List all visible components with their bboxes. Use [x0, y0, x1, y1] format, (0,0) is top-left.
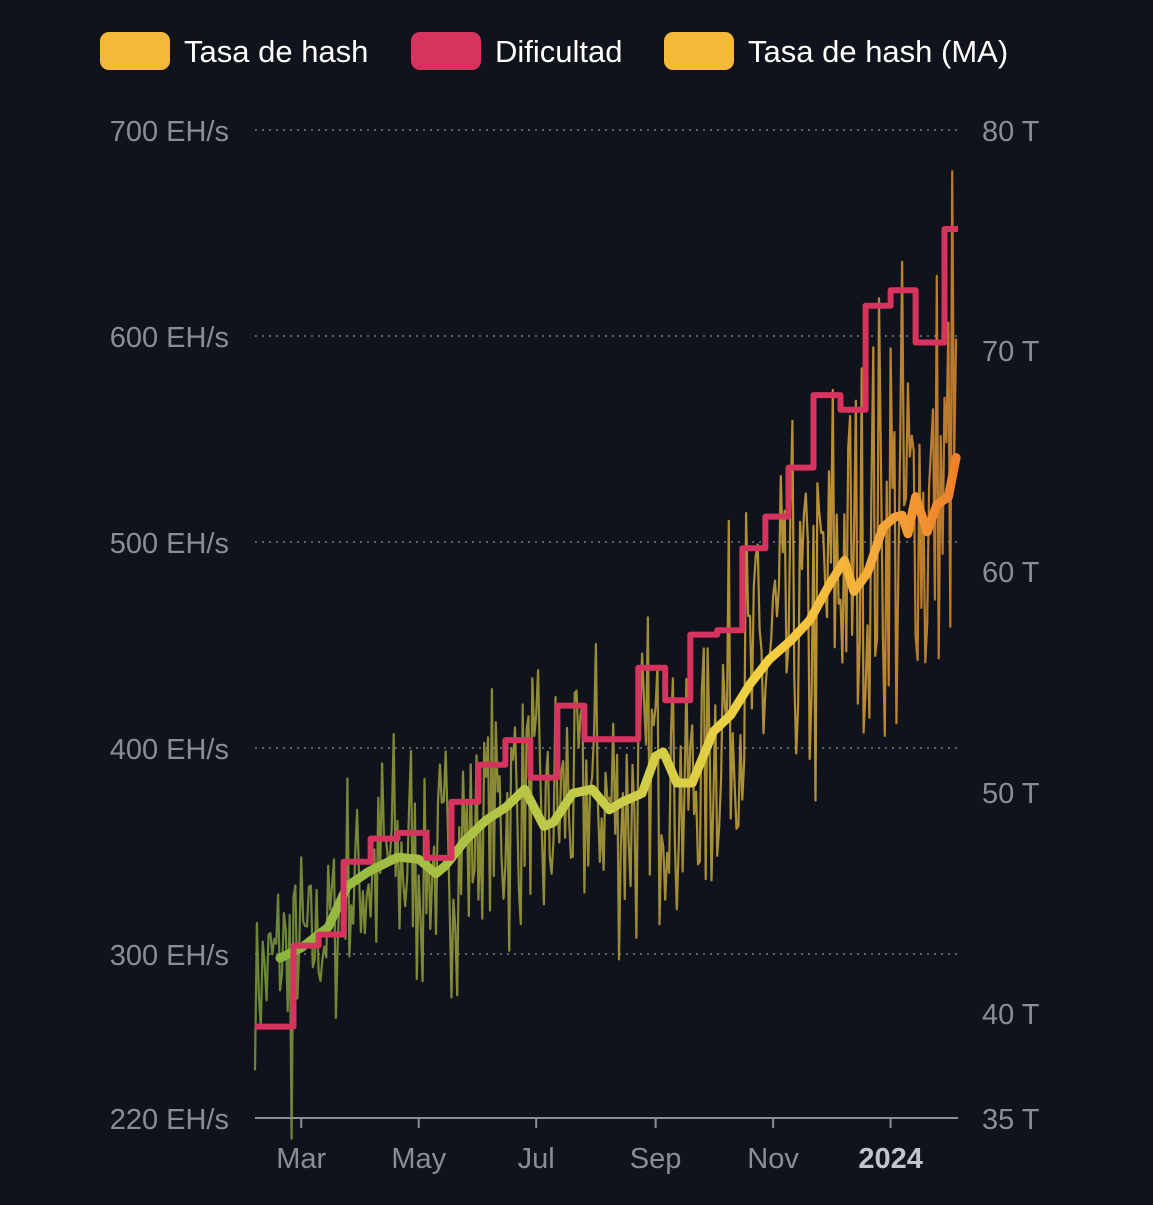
y-axis-right: 80 T 70 T 60 T 50 T 40 T 35 T — [982, 116, 1040, 1136]
x-tick-label: Mar — [276, 1143, 326, 1175]
y-left-tick-label: 700 EH/s — [110, 116, 229, 148]
y-right-tick-label: 60 T — [982, 557, 1040, 589]
legend: Tasa de hash Dificultad Tasa de hash (MA) — [100, 32, 1008, 70]
x-tick-label: Jul — [518, 1143, 555, 1175]
x-tick-label: Sep — [630, 1143, 682, 1175]
x-tick-label: 2024 — [858, 1143, 923, 1175]
legend-label: Tasa de hash (MA) — [748, 34, 1008, 69]
y-left-tick-label: 500 EH/s — [110, 528, 229, 560]
y-left-tick-label: 220 EH/s — [110, 1104, 229, 1136]
y-right-tick-label: 35 T — [982, 1104, 1040, 1136]
y-left-tick-label: 300 EH/s — [110, 940, 229, 972]
hashrate-daily-line — [253, 170, 958, 1140]
x-tick-label: Nov — [747, 1143, 799, 1175]
legend-label: Tasa de hash — [184, 34, 368, 69]
series-hashrate-ma — [275, 453, 961, 963]
y-right-tick-label: 70 T — [982, 336, 1040, 368]
y-right-tick-label: 80 T — [982, 116, 1040, 148]
y-axis-left: 700 EH/s 600 EH/s 500 EH/s 400 EH/s 300 EH/s… — [110, 116, 229, 1136]
y-left-tick-label: 600 EH/s — [110, 322, 229, 354]
y-right-tick-label: 50 T — [982, 778, 1040, 810]
series-difficulty — [255, 226, 958, 1030]
legend-item[interactable]: Tasa de hash — [100, 32, 368, 70]
legend-item[interactable]: Tasa de hash (MA) — [664, 32, 1008, 70]
x-axis: Mar May Jul Sep Nov 2024 — [255, 1117, 958, 1175]
legend-swatch — [100, 32, 170, 70]
y-right-tick-label: 40 T — [982, 999, 1040, 1031]
legend-label: Dificultad — [495, 34, 623, 69]
y-left-tick-label: 400 EH/s — [110, 734, 229, 766]
hashrate-ma-line — [275, 453, 961, 963]
legend-swatch — [664, 32, 734, 70]
series-hashrate-daily — [253, 170, 958, 1140]
legend-item[interactable]: Dificultad — [411, 32, 623, 70]
gridlines — [255, 129, 958, 955]
difficulty-line — [255, 226, 958, 1030]
legend-swatch — [411, 32, 481, 70]
x-tick-label: May — [391, 1143, 446, 1175]
